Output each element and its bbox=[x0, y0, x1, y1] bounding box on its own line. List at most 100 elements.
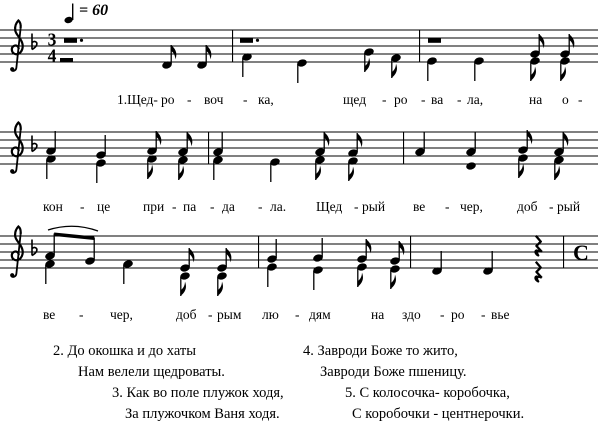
lyric-syllable: здо bbox=[402, 307, 421, 322]
lyric-syllable: доб bbox=[176, 307, 197, 322]
notehead bbox=[147, 155, 157, 163]
music-notation: 34 C bbox=[0, 19, 598, 296]
note-stem bbox=[390, 270, 392, 289]
notehead bbox=[357, 263, 367, 271]
eighth-flag bbox=[560, 66, 566, 81]
eighth-flag bbox=[538, 34, 545, 49]
eighth-flag bbox=[180, 281, 186, 296]
lyric-syllable: - bbox=[243, 92, 248, 107]
eighth-flag bbox=[188, 248, 195, 263]
lyric-syllable: дям bbox=[309, 307, 331, 322]
lyric-syllable: - bbox=[440, 307, 445, 322]
note-stem bbox=[186, 132, 188, 151]
eighth-flag bbox=[562, 132, 569, 147]
verse-line: С коробочки - центнерочки. bbox=[352, 406, 525, 421]
notehead bbox=[427, 57, 437, 65]
verse-line: 2. До окошка и до хаты bbox=[53, 343, 196, 359]
note-stem bbox=[104, 135, 106, 154]
barline bbox=[410, 236, 412, 268]
lyric-syllable: да bbox=[222, 199, 235, 214]
slur bbox=[47, 225, 99, 232]
lyric-syllable: Щед bbox=[316, 199, 343, 214]
note-stem bbox=[313, 271, 315, 290]
note-stem bbox=[348, 162, 350, 181]
notehead bbox=[315, 148, 325, 156]
note-stem bbox=[423, 132, 425, 151]
note-stem bbox=[242, 58, 244, 77]
eighth-flag bbox=[155, 131, 162, 146]
lyric-syllable: - bbox=[421, 92, 426, 107]
notehead bbox=[147, 147, 157, 155]
staff-line bbox=[0, 131, 598, 133]
note-stem bbox=[440, 251, 442, 270]
notehead bbox=[46, 147, 56, 155]
note-stem bbox=[188, 248, 190, 267]
notehead bbox=[560, 50, 570, 58]
note-stem bbox=[560, 62, 562, 81]
half-rest bbox=[60, 58, 73, 63]
lyric-syllable: ве bbox=[43, 307, 56, 322]
notehead bbox=[217, 272, 227, 280]
lyric-syllable: вье bbox=[491, 307, 510, 322]
flat-icon bbox=[31, 33, 38, 51]
notehead bbox=[46, 155, 56, 163]
barline bbox=[419, 30, 421, 62]
note-stem bbox=[297, 64, 299, 83]
notehead bbox=[162, 61, 172, 69]
tempo-marking: = 60 bbox=[64, 1, 108, 25]
lyric-syllable: на bbox=[371, 307, 385, 322]
eighth-flag bbox=[147, 164, 153, 179]
lyric-syllable: - bbox=[172, 199, 177, 214]
notehead bbox=[554, 148, 564, 156]
beam bbox=[54, 232, 95, 240]
lyric-syllable: ла. bbox=[270, 199, 287, 214]
notehead bbox=[391, 54, 401, 62]
staff-line bbox=[0, 243, 598, 245]
half-rest bbox=[64, 38, 77, 43]
notehead bbox=[518, 146, 528, 154]
lyric-syllable: 1.Щед- bbox=[117, 92, 158, 107]
staff-line bbox=[0, 45, 598, 47]
note-stem bbox=[180, 277, 182, 296]
lyric-syllable: ка, bbox=[258, 92, 274, 107]
eighth-flag bbox=[390, 274, 396, 289]
eighth-flag bbox=[357, 272, 363, 287]
notehead bbox=[213, 156, 223, 164]
notehead bbox=[96, 159, 106, 167]
lyric-syllable: чер, bbox=[110, 307, 133, 322]
staff-line bbox=[0, 37, 598, 39]
note-stem bbox=[275, 239, 277, 258]
note-stem bbox=[46, 160, 48, 179]
staff-line bbox=[0, 53, 598, 55]
note-stem bbox=[518, 159, 520, 178]
eighth-flag bbox=[170, 45, 177, 60]
notehead bbox=[313, 254, 323, 262]
eighth-flag bbox=[364, 57, 370, 72]
notehead bbox=[270, 158, 280, 166]
barline bbox=[403, 132, 405, 164]
notehead bbox=[390, 257, 400, 265]
staff-line bbox=[0, 139, 598, 141]
note-stem bbox=[178, 161, 180, 180]
eighth-flag bbox=[518, 163, 524, 178]
note-stem bbox=[474, 132, 476, 151]
eighth-flag bbox=[217, 281, 223, 296]
notehead bbox=[242, 53, 252, 61]
augmentation-dot bbox=[79, 38, 84, 42]
quarter-rest bbox=[534, 261, 543, 283]
note-stem bbox=[170, 45, 172, 64]
notehead bbox=[180, 272, 190, 280]
eighth-flag bbox=[186, 132, 193, 147]
half-rest bbox=[428, 38, 441, 43]
common-time-icon: C bbox=[573, 240, 589, 265]
notehead bbox=[267, 263, 277, 271]
note-stem bbox=[217, 277, 219, 296]
notehead bbox=[474, 57, 484, 65]
note-stem bbox=[364, 53, 366, 72]
barline bbox=[563, 236, 565, 268]
lyric-syllable: рым bbox=[217, 307, 242, 322]
barline bbox=[208, 132, 210, 164]
lyric-syllable: кон bbox=[43, 199, 63, 214]
lyric-syllable: воч bbox=[204, 92, 224, 107]
lyric-syllable: о bbox=[562, 92, 569, 107]
